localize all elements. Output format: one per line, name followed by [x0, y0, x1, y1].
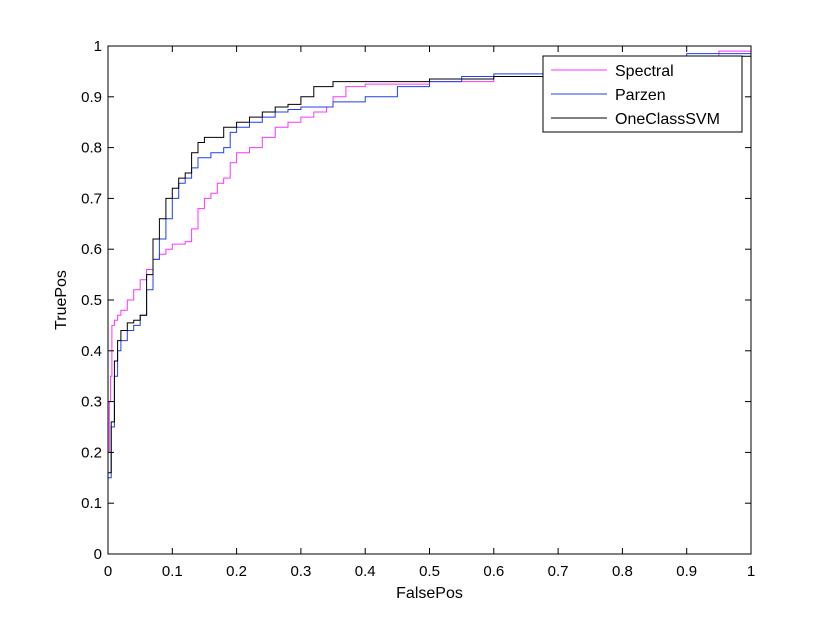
x-tick-label: 0.9 [676, 563, 697, 580]
x-tick-label: 0 [104, 563, 112, 580]
x-tick-label: 1 [747, 563, 755, 580]
x-tick-label: 0.6 [483, 563, 504, 580]
y-tick-label: 0.3 [81, 394, 102, 411]
x-tick-label: 0.4 [355, 563, 376, 580]
y-tick-label: 0.4 [81, 343, 102, 360]
y-tick-label: 0.2 [81, 444, 102, 461]
x-axis-label: FalsePos [396, 585, 463, 602]
legend-label: OneClassSVM [615, 111, 720, 128]
x-tick-label: 0.1 [162, 563, 183, 580]
legend-label: Spectral [615, 63, 674, 80]
legend-label: Parzen [615, 87, 666, 104]
y-tick-label: 0.5 [81, 292, 102, 309]
y-tick-label: 0.1 [81, 495, 102, 512]
y-tick-label: 0.9 [81, 89, 102, 106]
ticks-layer: 0 0.1 0.2 0.3 0.4 0.5 0.6 0.7 0.8 0.9 1 0 0.1 0.2 0.3 0… [81, 38, 755, 580]
x-tick-label: 0.3 [290, 563, 311, 580]
x-tick-label: 0.8 [612, 563, 633, 580]
series-layer [108, 46, 752, 479]
y-tick-label: 0.7 [81, 190, 102, 207]
y-tick-label: 0.6 [81, 241, 102, 258]
series-line-oneclasssvm [108, 46, 752, 474]
x-tick-label: 0.7 [548, 563, 569, 580]
series-line-spectral [108, 46, 752, 453]
x-tick-label: 0.5 [419, 563, 440, 580]
y-tick-label: 0 [94, 546, 102, 563]
y-tick-label: 1 [94, 38, 102, 55]
x-tick-label: 0.2 [226, 563, 247, 580]
y-axis-label: TruePos [53, 270, 70, 330]
legend: Spectral Parzen OneClassSVM [542, 55, 743, 133]
y-tick-label: 0.8 [81, 140, 102, 157]
series-line-parzen [108, 46, 752, 479]
